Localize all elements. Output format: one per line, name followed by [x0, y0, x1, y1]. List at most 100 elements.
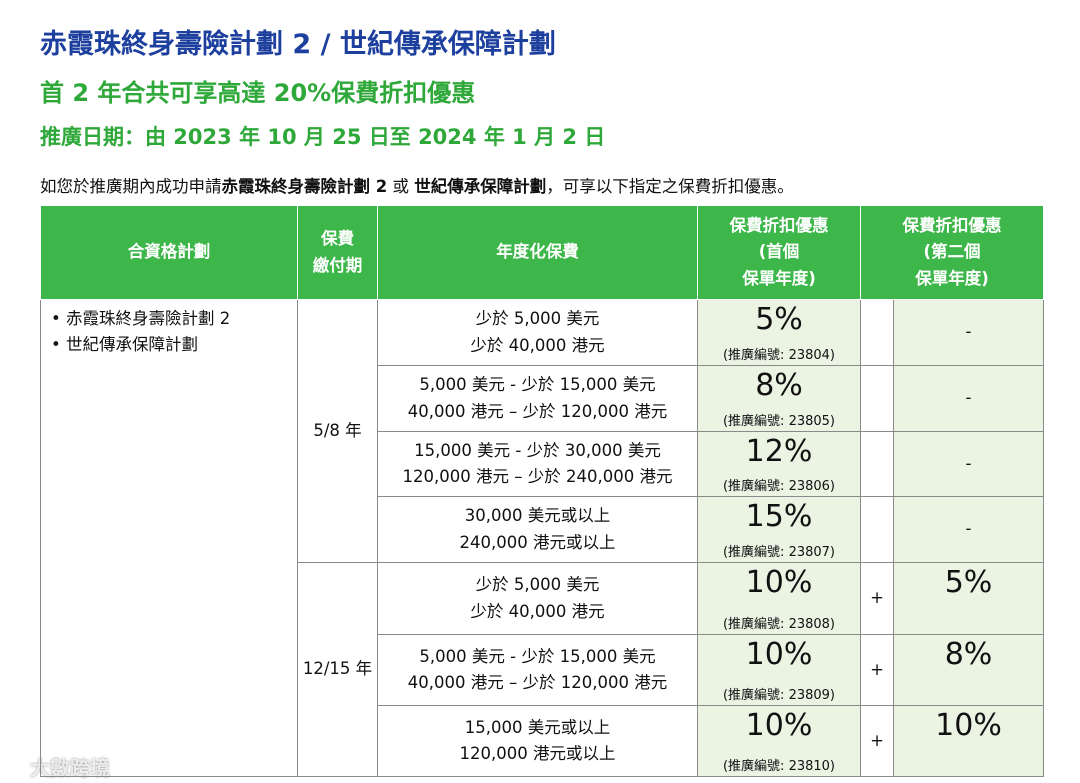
premium-cell: 少於 5,000 美元 少於 40,000 港元	[377, 562, 698, 635]
header-line: 保費折扣優惠	[729, 215, 829, 235]
discount1-cell: 15% (推廣編號: 23807)	[697, 496, 861, 563]
period-cell: 5/8 年	[297, 299, 378, 563]
header-line: 保費	[321, 229, 354, 249]
discount1-box: 12% (推廣編號: 23806)	[698, 432, 860, 496]
premium-line: 40,000 港元 – 少於 120,000 港元	[407, 401, 668, 421]
promo-code: (推廣編號: 23806)	[722, 478, 835, 494]
plan-item: 赤霞珠終身壽險計劃 2	[51, 306, 287, 332]
premium-line: 120,000 港元或以上	[459, 744, 616, 763]
premium-line: 少於 5,000 美元	[475, 309, 600, 329]
row: 12/15 年少於 5,000 美元 少於 40,000 港元 10% (推廣編號: …	[41, 562, 1044, 777]
premium-line: 少於 5,000 美元	[475, 575, 600, 595]
discount2-cell: 10%	[893, 705, 1044, 777]
promo-code: (推廣編號: 23810)	[722, 758, 835, 774]
header-cell: 保費折扣優惠 (首個保單年度)	[697, 205, 861, 300]
premium-line: 少於 40,000 港元	[470, 335, 605, 355]
plus-cell: +	[860, 562, 894, 635]
discount2-cell: 5%	[893, 562, 1044, 635]
intro-part: 赤霞珠終身壽險計劃 2	[221, 177, 388, 196]
discount2-cell: -	[893, 365, 1044, 432]
discount2-cell: 8%	[893, 634, 1044, 706]
discount1-box: 15% (推廣編號: 23807)	[698, 497, 860, 562]
promo-code: (推廣編號: 23808)	[722, 616, 835, 632]
header-line: 保費折扣優惠	[902, 215, 1002, 235]
header-line: 保單年度)	[915, 268, 989, 288]
plus-cell	[860, 431, 894, 497]
intro-part: 世紀傳承保障計劃	[414, 177, 547, 196]
header-line: 繳付期	[312, 255, 363, 275]
header-line: (首個	[758, 242, 800, 262]
premium-line: 240,000 港元或以上	[459, 532, 616, 552]
discount2-cell: -	[893, 299, 1044, 366]
subtitle: 首 2 年合共可享高達 20%保費折扣優惠	[40, 79, 476, 107]
header-line: 合資格計劃	[127, 242, 211, 262]
discount1-box: 10% (推廣編號: 23808)	[698, 563, 860, 634]
discount2-cell: -	[893, 496, 1044, 563]
plus-cell	[860, 299, 894, 366]
discount1-cell: 10% (推廣編號: 23810)	[697, 705, 861, 777]
discount1-value: 15%	[745, 499, 813, 534]
promo-code: (推廣編號: 23805)	[722, 413, 835, 429]
discount1-value: 10%	[745, 565, 813, 600]
discount1-value: 10%	[745, 708, 813, 743]
header-line: 保單年度)	[742, 268, 816, 288]
header-line: (第二個	[923, 242, 981, 262]
promo-period: 推廣日期：由 2023 年 10 月 25 日至 2024 年 1 月 2 日	[40, 125, 606, 149]
header-line: 年度化保費	[496, 242, 579, 262]
header-cell: 年度化保費	[377, 205, 698, 300]
intro: 如您於推廣期內成功申請赤霞珠終身壽險計劃 2 或 世紀傳承保障計劃，可享以下指定…	[40, 173, 794, 197]
premium-line: 40,000 港元 – 少於 120,000 港元	[407, 673, 668, 692]
premium-line: 30,000 美元或以上	[464, 506, 611, 526]
row: 15,000 美元或以上 120,000 港元或以上 10% (推廣編號: 23810…	[41, 705, 1044, 777]
premium-cell: 5,000 美元 - 少於 15,000 美元 40,000 港元 – 少於 12…	[377, 634, 698, 706]
title: 赤霞珠終身壽險計劃 2 / 世紀傳承保障計劃	[40, 29, 556, 60]
row: 15,000 美元 - 少於 30,000 美元 120,000 港元 – 少於 …	[41, 431, 1044, 497]
discount1-cell: 10% (推廣編號: 23809)	[697, 634, 861, 706]
plan-item: 世紀傳承保障計劃	[51, 332, 287, 358]
premium-line: 5,000 美元 - 少於 15,000 美元	[419, 375, 656, 395]
intro-part: 或	[387, 177, 415, 196]
discount1-box: 10% (推廣編號: 23810)	[698, 706, 860, 776]
plus-cell: +	[860, 705, 894, 777]
row: 5,000 美元 - 少於 15,000 美元 40,000 港元 – 少於 12…	[41, 365, 1044, 432]
premium-cell: 15,000 美元 - 少於 30,000 美元 120,000 港元 – 少於 …	[377, 431, 698, 497]
discount1-value: 8%	[755, 368, 803, 403]
premium-cell: 少於 5,000 美元 少於 40,000 港元	[377, 299, 698, 366]
discount2-cell: -	[893, 431, 1044, 497]
premium-line: 120,000 港元 – 少於 240,000 港元	[402, 467, 673, 486]
plus-cell: +	[860, 634, 894, 706]
intro-part: ，可享以下指定之保費折扣優惠。	[546, 177, 794, 196]
promo-code: (推廣編號: 23804)	[722, 347, 835, 363]
premium-line: 15,000 美元 - 少於 30,000 美元	[414, 440, 661, 460]
premium-line: 5,000 美元 - 少於 15,000 美元	[419, 646, 656, 666]
discount1-cell: 5% (推廣編號: 23804)	[697, 299, 861, 366]
header-row: 合資格計劃 保費 繳付期 年度化保費 保費折扣優惠 (首個 保單年度) 保費折扣優惠 (第二個保…	[40, 205, 1044, 300]
period-cell: 12/15 年	[297, 562, 378, 777]
header-cell: 保費折扣優惠 (第二個保單年度)	[860, 205, 1044, 300]
premium-cell: 15,000 美元或以上 120,000 港元或以上	[377, 705, 698, 777]
discount1-cell: 10% (推廣編號: 23808)	[697, 562, 861, 635]
promo-code: (推廣編號: 23809)	[722, 687, 835, 703]
header-cell: 保費 繳付期	[297, 205, 378, 300]
plus-cell	[860, 496, 894, 563]
intro-part: 如您於推廣期內成功申請	[40, 177, 222, 196]
promo-code: (推廣編號: 23807)	[722, 544, 835, 560]
premium-line: 少於 40,000 港元	[470, 601, 605, 621]
row: 30,000 美元或以上 240,000 港元或以上 15% (推廣編號: 23807…	[41, 496, 1044, 563]
discount1-box: 8% (推廣編號: 23805)	[698, 366, 860, 431]
discount1-value: 5%	[755, 302, 803, 337]
premium-cell: 5,000 美元 - 少於 15,000 美元 40,000 港元 – 少於 12…	[377, 365, 698, 432]
plus-cell	[860, 365, 894, 432]
discount1-value: 12%	[745, 434, 813, 469]
discount1-box: 10% (推廣編號: 23809)	[698, 635, 860, 705]
discount1-value: 10%	[745, 637, 813, 672]
plan-cell: 赤霞珠終身壽險計劃 2世紀傳承保障計劃	[40, 299, 298, 777]
premium-cell: 30,000 美元或以上 240,000 港元或以上	[377, 496, 698, 563]
discount1-box: 5% (推廣編號: 23804)	[698, 300, 860, 365]
discount-table: 合資格計劃 保費 繳付期 年度化保費 保費折扣優惠 (首個 保單年度) 保費折扣優惠 (第二個保…	[40, 205, 1044, 777]
premium-line: 15,000 美元或以上	[464, 717, 611, 737]
discount1-cell: 8% (推廣編號: 23805)	[697, 365, 861, 432]
header-cell: 合資格計劃	[40, 205, 298, 300]
